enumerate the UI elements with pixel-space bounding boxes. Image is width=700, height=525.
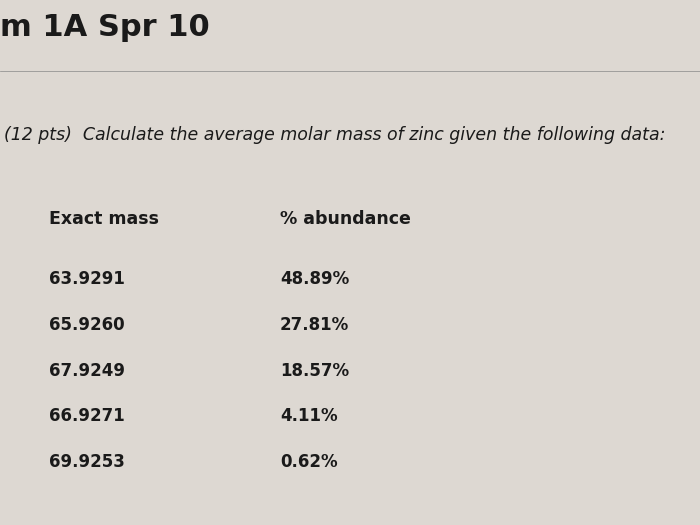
Text: 48.89%: 48.89% — [280, 270, 349, 288]
Text: 65.9260: 65.9260 — [49, 316, 125, 334]
Text: Exact mass: Exact mass — [49, 210, 159, 228]
Text: 4.11%: 4.11% — [280, 407, 337, 425]
Text: 66.9271: 66.9271 — [49, 407, 125, 425]
Text: 67.9249: 67.9249 — [49, 362, 125, 380]
Text: (12 pts)  Calculate the average molar mass of zinc given the following data:: (12 pts) Calculate the average molar mas… — [4, 126, 665, 144]
Text: 0.62%: 0.62% — [280, 453, 337, 471]
Text: 69.9253: 69.9253 — [49, 453, 125, 471]
Text: % abundance: % abundance — [280, 210, 411, 228]
Text: m 1A Spr 10: m 1A Spr 10 — [0, 13, 210, 42]
Text: 27.81%: 27.81% — [280, 316, 349, 334]
Text: 18.57%: 18.57% — [280, 362, 349, 380]
Text: 63.9291: 63.9291 — [49, 270, 125, 288]
